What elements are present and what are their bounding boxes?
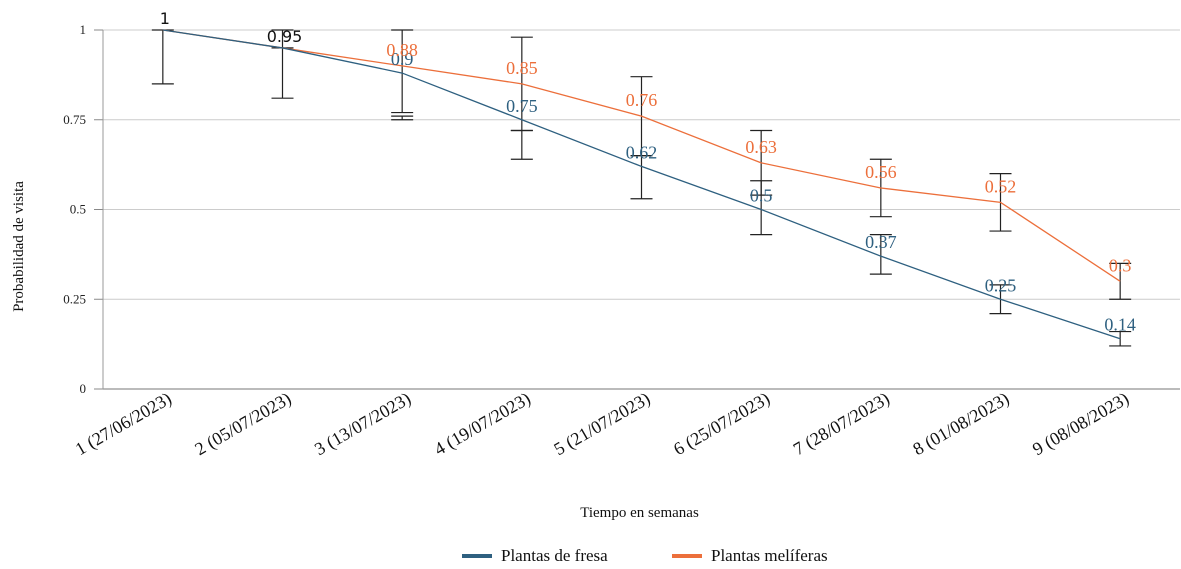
legend-item-meliferas: Plantas melíferas: [672, 546, 828, 566]
x-tick-label: 1 (27/06/2023): [72, 388, 176, 460]
x-tick-label: 6 (25/07/2023): [670, 388, 774, 460]
legend-swatch-fresa: [462, 554, 492, 558]
data-label: 0.75: [506, 96, 538, 116]
x-tick-label: 7 (28/07/2023): [790, 388, 894, 460]
legend: Plantas de fresa Plantas melíferas: [0, 546, 1181, 568]
y-tick-label: 0.25: [63, 291, 86, 306]
series-lines: [162, 29, 1121, 340]
x-tick-label: 4 (19/07/2023): [431, 388, 535, 460]
data-label: 0.76: [626, 90, 658, 110]
data-label: 0.63: [745, 137, 777, 157]
legend-item-fresa: Plantas de fresa: [462, 546, 608, 566]
legend-label-meliferas: Plantas melíferas: [711, 546, 828, 565]
y-tick-label: 0: [80, 381, 87, 396]
data-label: 0.95: [267, 27, 303, 46]
data-label: 0.25: [985, 275, 1017, 295]
x-tick-label: 9 (08/08/2023): [1029, 388, 1133, 460]
data-label: 0.62: [626, 142, 658, 162]
axes: [94, 29, 1180, 390]
data-label: 0.14: [1104, 315, 1136, 335]
y-axis-title: Probabilidad de visita: [11, 181, 27, 312]
data-label: 0.5: [750, 186, 773, 206]
data-labels: 1 0.95 0.9 0.75 0.62 0.5 0.37 0.25 0.14 0.88 0.85 0…: [160, 9, 1136, 335]
x-tick-label: 8 (01/08/2023): [909, 388, 1013, 460]
y-tick-label: 0.5: [70, 202, 86, 217]
tick-labels: 0 0.25 0.5 0.75 1 1 (27/06/2023) 2 (05/07/2023…: [63, 22, 1132, 460]
data-label: 0.85: [506, 58, 538, 78]
data-label: 1: [160, 9, 170, 28]
data-label: 0.9: [391, 49, 414, 69]
series-line: [162, 29, 1121, 282]
data-label: 0.3: [1109, 255, 1132, 275]
data-label: 0.56: [865, 162, 897, 182]
y-tick-label: 0.75: [63, 112, 86, 127]
data-label: 0.37: [865, 232, 897, 252]
x-axis-title: Tiempo en semanas: [580, 505, 699, 521]
data-label: 0.52: [985, 176, 1017, 196]
x-tick-label: 3 (13/07/2023): [311, 388, 415, 460]
legend-label-fresa: Plantas de fresa: [501, 546, 608, 565]
x-tick-label: 5 (21/07/2023): [550, 388, 654, 460]
data-label: 0.88: [386, 40, 418, 60]
x-tick-label: 2 (05/07/2023): [191, 388, 295, 460]
y-tick-label: 1: [80, 22, 87, 37]
series-line: [162, 29, 1121, 340]
legend-swatch-meliferas: [672, 554, 702, 558]
line-chart: 0 0.25 0.5 0.75 1 1 (27/06/2023) 2 (05/07/2023…: [11, 9, 1180, 521]
